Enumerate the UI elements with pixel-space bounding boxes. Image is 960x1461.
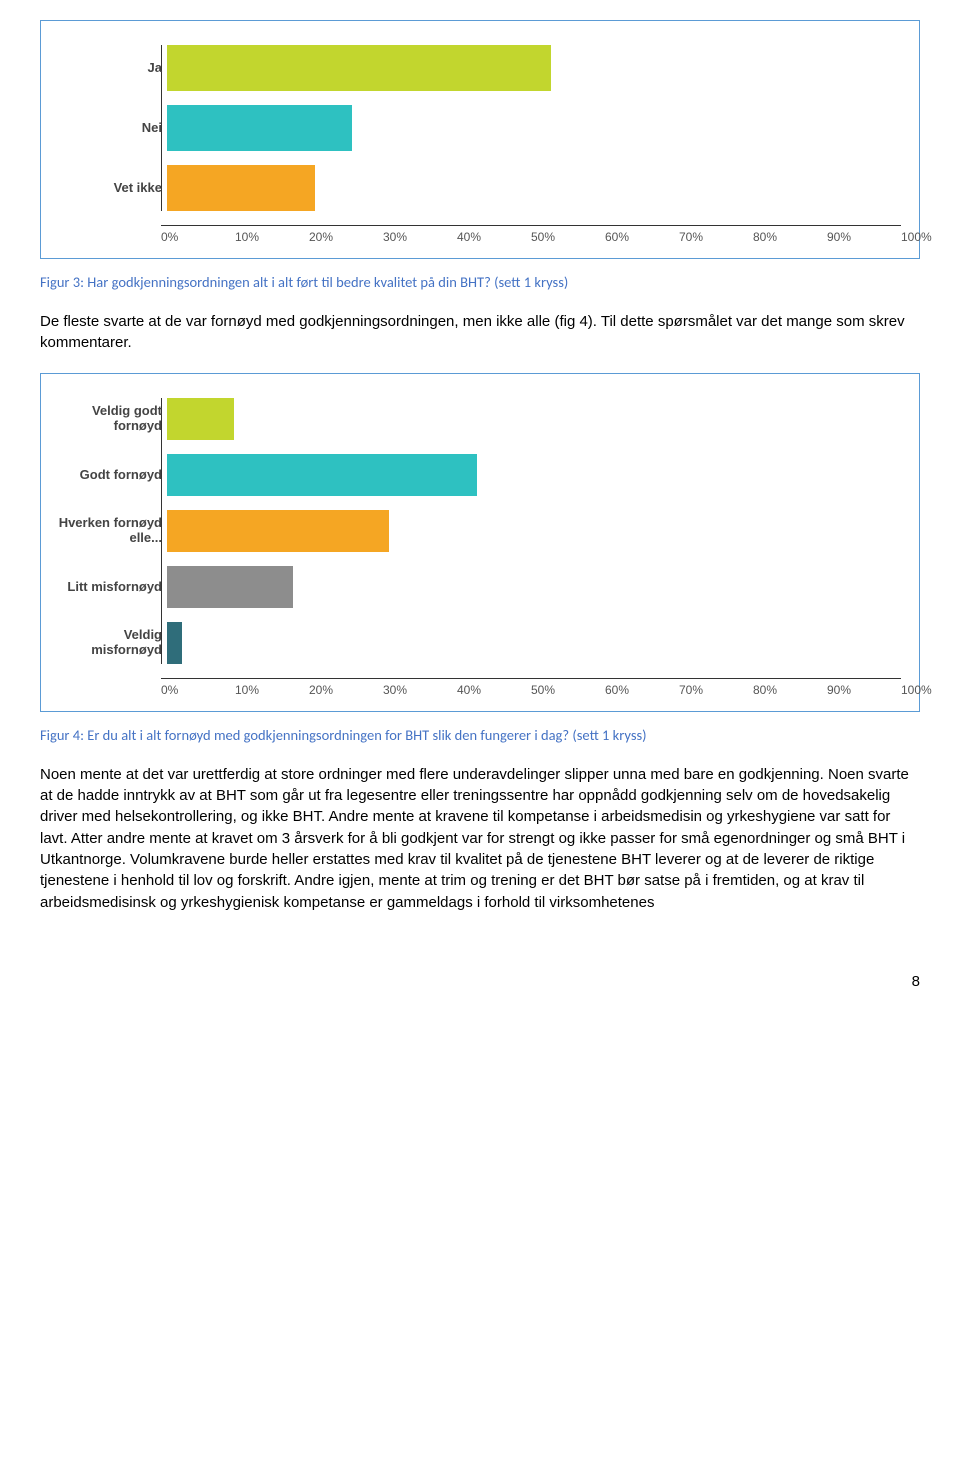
- figure-3-caption: Figur 3: Har godkjenningsordningen alt i…: [40, 273, 920, 293]
- bar-row: Godt fornøyd: [162, 454, 901, 496]
- page-number: 8: [40, 973, 920, 990]
- paragraph-2: Noen mente at det var urettferdig at sto…: [40, 764, 920, 913]
- bar-label: Hverken fornøyd elle...: [52, 516, 168, 546]
- bar-label: Nei: [52, 121, 168, 136]
- bar-row: Litt misfornøyd: [162, 566, 901, 608]
- bar: [167, 510, 389, 552]
- chart2-axis: 0%10%20%30%40%50%60%70%80%90%100%: [161, 678, 901, 697]
- bar: [167, 105, 352, 151]
- figure-4-chart: Veldig godt fornøyd Godt fornøyd Hverken f…: [40, 373, 920, 712]
- bar-label: Godt fornøyd: [52, 468, 168, 483]
- bar-row: Veldig godt fornøyd: [162, 398, 901, 440]
- bar-row: Veldig misfornøyd: [162, 622, 901, 664]
- bar-row: Ja: [162, 45, 901, 91]
- chart2-bars: Veldig godt fornøyd Godt fornøyd Hverken f…: [161, 398, 901, 664]
- bar-label: Veldig godt fornøyd: [52, 404, 168, 434]
- paragraph-1: De fleste svarte at de var fornøyd med g…: [40, 311, 920, 354]
- chart1-plot: Ja Nei Vet ikke 0%10%20%30%40%50%60%70%80%…: [51, 45, 901, 244]
- chart2-plot: Veldig godt fornøyd Godt fornøyd Hverken f…: [51, 398, 901, 697]
- bar-label: Ja: [52, 61, 168, 76]
- bar: [167, 454, 477, 496]
- bar-label: Vet ikke: [52, 181, 168, 196]
- bar: [167, 45, 551, 91]
- bar-row: Hverken fornøyd elle...: [162, 510, 901, 552]
- bar: [167, 165, 315, 211]
- bar-label: Litt misfornøyd: [52, 580, 168, 595]
- bar-row: Nei: [162, 105, 901, 151]
- figure-3-chart: Ja Nei Vet ikke 0%10%20%30%40%50%60%70%80%…: [40, 20, 920, 259]
- chart1-axis: 0%10%20%30%40%50%60%70%80%90%100%: [161, 225, 901, 244]
- figure-4-caption: Figur 4: Er du alt i alt fornøyd med god…: [40, 726, 920, 746]
- bar-label: Veldig misfornøyd: [52, 628, 168, 658]
- bar: [167, 566, 293, 608]
- bar: [167, 622, 182, 664]
- bar: [167, 398, 234, 440]
- bar-row: Vet ikke: [162, 165, 901, 211]
- chart1-bars: Ja Nei Vet ikke: [161, 45, 901, 211]
